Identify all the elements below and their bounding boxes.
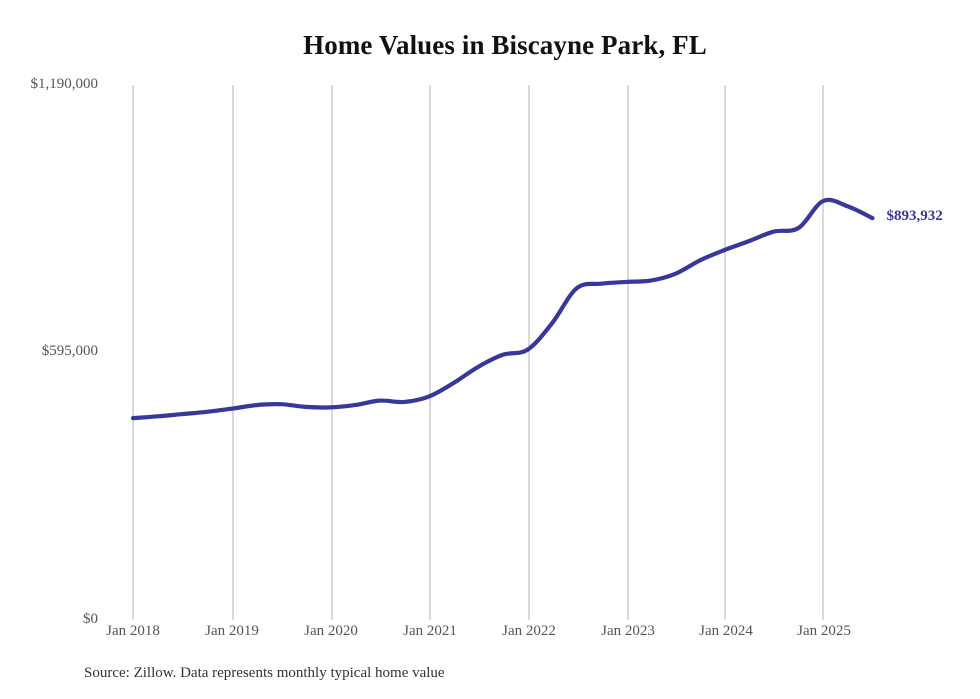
x-axis-tick-label-jan-2019: Jan 2019 <box>205 623 259 639</box>
x-axis-tick-label-jan-2024: Jan 2024 <box>699 623 753 639</box>
x-axis-tick-label-jan-2018: Jan 2018 <box>106 623 160 639</box>
y-axis-tick-label-top: $1,190,000 <box>30 76 99 92</box>
end-value-annotation: $893,932 <box>886 208 943 225</box>
vertical-gridlines <box>132 85 824 620</box>
chart-title: Home Values in Biscayne Park, FL <box>303 30 707 60</box>
x-axis-tick-label-jan-2023: Jan 2023 <box>601 623 655 639</box>
x-axis-tick-label-jan-2025: Jan 2025 <box>797 623 851 639</box>
y-axis-tick-label-bottom: $0 <box>83 611 98 627</box>
y-axis-tick-label-mid: $595,000 <box>41 343 98 359</box>
x-axis-tick-label-jan-2022: Jan 2022 <box>502 623 556 639</box>
source-note: Source: Zillow. Data represents monthly … <box>84 665 445 681</box>
data-series-line <box>130 197 875 421</box>
x-axis-tick-label-jan-2020: Jan 2020 <box>304 623 358 639</box>
x-axis-tick-label-jan-2021: Jan 2021 <box>403 623 457 639</box>
